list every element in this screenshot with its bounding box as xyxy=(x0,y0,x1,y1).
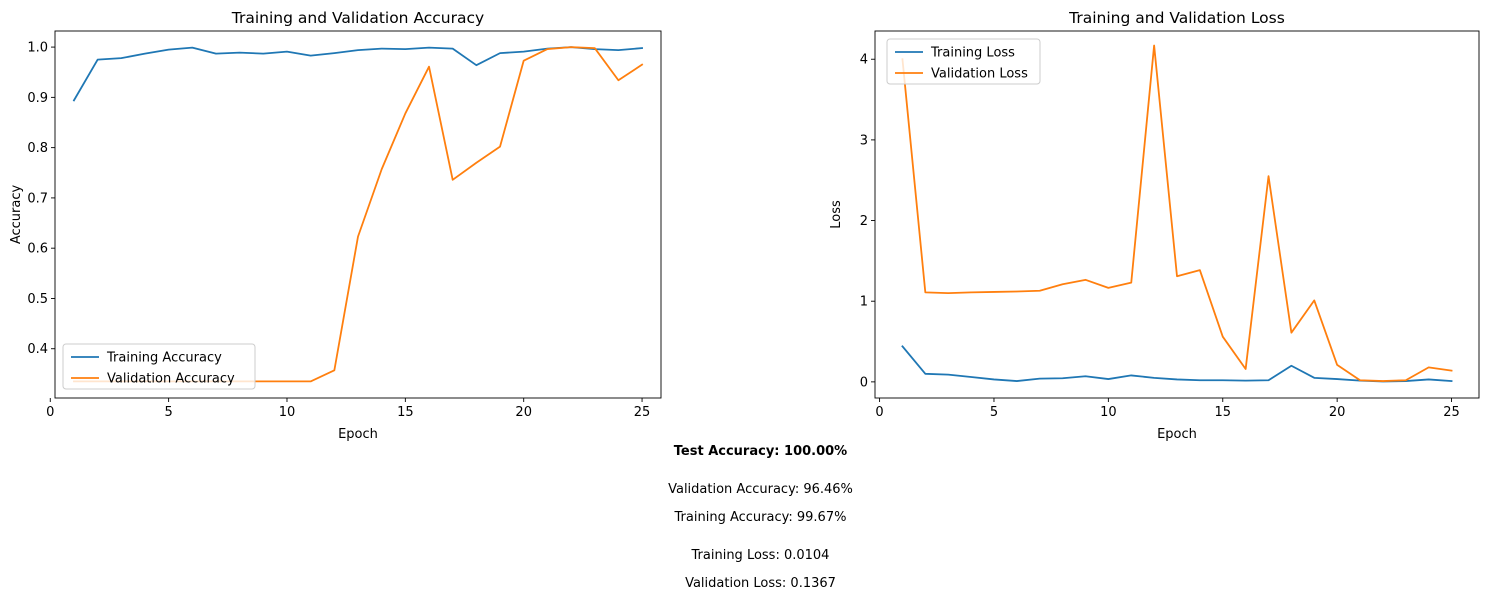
x-tick-label: 0 xyxy=(46,405,54,420)
y-tick-label: 3 xyxy=(860,133,868,148)
x-tick-label: 0 xyxy=(875,405,883,420)
chart-title: Training and Validation Loss xyxy=(1068,9,1285,27)
x-tick-label: 20 xyxy=(515,405,532,420)
y-tick-label: 0 xyxy=(860,375,868,390)
x-axis-label: Epoch xyxy=(1157,427,1197,442)
legend-box xyxy=(886,38,1041,85)
y-tick-label: 0.7 xyxy=(27,191,48,206)
series-line-2 xyxy=(901,44,1453,382)
legend-label: Training Loss xyxy=(930,46,1015,61)
chart-loss: Training and Validation Loss 0 5 10 15 20 25 0 1… xyxy=(829,9,1480,442)
x-tick-label: 10 xyxy=(1100,405,1117,420)
y-tick-label: 0.5 xyxy=(27,292,48,307)
legend: Training Accuracy Validation Accuracy xyxy=(62,343,256,390)
x-tick-label: 20 xyxy=(1329,405,1346,420)
validation-accuracy-text: Validation Accuracy: 96.46% xyxy=(668,482,853,497)
series-line-1 xyxy=(72,46,644,102)
training-loss-text: Training Loss: 0.0104 xyxy=(691,548,830,563)
x-axis-label: Epoch xyxy=(338,427,378,442)
axes-frame xyxy=(54,30,662,399)
legend: Training Loss Validation Loss xyxy=(886,38,1041,85)
legend-label: Validation Accuracy xyxy=(107,372,235,387)
legend-box xyxy=(62,343,256,390)
chart-title: Training and Validation Accuracy xyxy=(231,9,484,27)
y-axis-label: Loss xyxy=(829,200,844,229)
x-tick-label: 10 xyxy=(279,405,296,420)
y-tick-label: 0.9 xyxy=(27,91,48,106)
y-tick-label: 1.0 xyxy=(27,41,48,56)
x-tick-label: 5 xyxy=(990,405,998,420)
chart-accuracy: Training and Validation Accuracy 0 5 10 15 20… xyxy=(9,9,662,442)
test-accuracy-text: Test Accuracy: 100.00% xyxy=(673,444,848,459)
y-tick-label: 0.4 xyxy=(27,342,48,357)
series-line-1 xyxy=(901,345,1453,383)
x-tick-label: 5 xyxy=(164,405,172,420)
legend-label: Validation Loss xyxy=(931,67,1028,82)
legend-label: Training Accuracy xyxy=(106,351,222,366)
y-tick-label: 0.6 xyxy=(27,242,48,257)
y-axis-label: Accuracy xyxy=(9,185,24,245)
x-tick-label: 25 xyxy=(634,405,651,420)
x-tick-label: 15 xyxy=(1214,405,1231,420)
y-tick-label: 1 xyxy=(860,295,868,310)
axes-frame xyxy=(874,30,1480,399)
y-tick-label: 2 xyxy=(860,214,868,229)
training-accuracy-text: Training Accuracy: 99.67% xyxy=(674,510,847,525)
y-tick-label: 4 xyxy=(860,53,868,68)
x-tick-label: 25 xyxy=(1443,405,1460,420)
y-tick-label: 0.8 xyxy=(27,141,48,156)
validation-loss-text: Validation Loss: 0.1367 xyxy=(685,576,836,591)
x-tick-label: 15 xyxy=(397,405,414,420)
series-line-2 xyxy=(73,46,644,383)
